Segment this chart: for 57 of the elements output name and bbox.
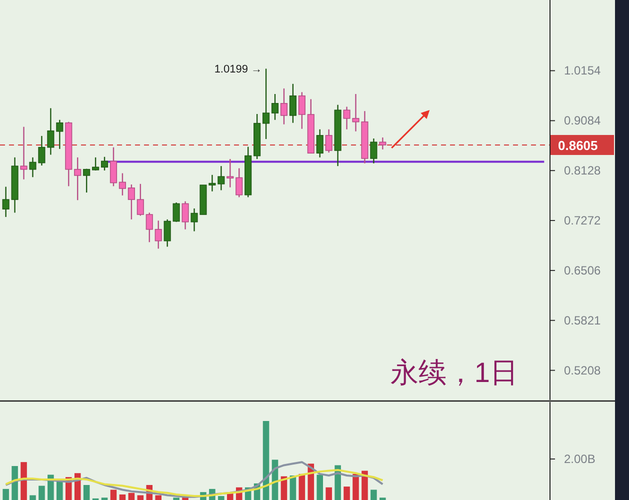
ref-line-label: 0.8605 (558, 138, 598, 153)
text: 永续，1日 (390, 357, 518, 388)
bar (344, 486, 350, 500)
bar (370, 490, 377, 500)
candlestick (379, 136, 386, 150)
bar (38, 486, 45, 500)
y-tick-label: 0.7272 (564, 214, 602, 228)
candlestick (56, 119, 64, 150)
candlestick (262, 68, 270, 140)
y-tick-label: 0.9084 (564, 114, 602, 128)
candlestick (218, 165, 225, 191)
bar (352, 474, 359, 500)
candlestick (110, 146, 118, 187)
y-tick-label: 0.5208 (564, 363, 602, 378)
y-tick-label: 1.0154 (564, 64, 602, 78)
y-tick-label: 0.8128 (564, 164, 602, 178)
candlestick (146, 212, 153, 243)
candlestick (236, 168, 243, 198)
bar (20, 462, 27, 500)
y-tick-label: 0.5821 (564, 313, 602, 328)
bar (326, 487, 332, 500)
candlestick (226, 158, 234, 188)
y-tick-label: 0.6506 (564, 263, 602, 278)
candlestick (136, 183, 144, 216)
candlestick (172, 202, 180, 222)
candlestick (20, 126, 28, 180)
candlestick (83, 168, 90, 194)
candlestick (280, 88, 288, 125)
bar (2, 488, 9, 500)
candlestick (289, 83, 296, 124)
candlestick (164, 218, 171, 248)
candlestick (370, 138, 378, 164)
bar (316, 474, 323, 500)
bar (128, 492, 135, 500)
candlestick (154, 220, 162, 250)
bar (12, 466, 18, 500)
bar (119, 494, 126, 500)
candlestick (100, 156, 108, 172)
candlestick (316, 128, 324, 158)
bar (83, 484, 90, 500)
candlestick (74, 156, 82, 201)
candlestick (182, 200, 189, 230)
candlestick (118, 172, 126, 196)
bar (137, 495, 144, 500)
bar (110, 490, 117, 500)
candlestick (271, 93, 279, 120)
candlestick (2, 186, 10, 218)
bar (218, 496, 224, 500)
text: 2.00B (564, 452, 596, 466)
candlestick (298, 92, 306, 130)
bar (155, 495, 162, 500)
bar (362, 470, 368, 500)
candlestick (128, 184, 135, 220)
annotation: 1.0199 → (214, 64, 262, 76)
bar (30, 495, 36, 500)
candlestick (325, 128, 332, 154)
candlestick (92, 156, 100, 172)
